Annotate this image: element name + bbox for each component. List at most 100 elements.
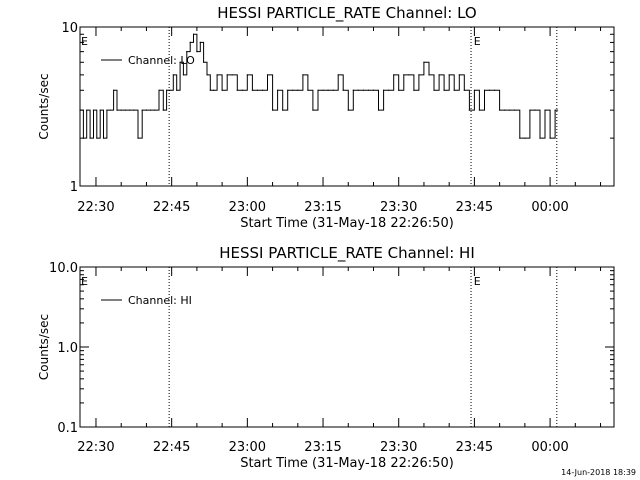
panel1-data-point bbox=[337, 74, 339, 76]
panel1-data-point bbox=[453, 89, 455, 91]
footer-timestamp: 14-Jun-2018 18:39 bbox=[561, 468, 636, 477]
panel1-x-tick-label: 23:00 bbox=[229, 200, 266, 215]
panel1-data-point bbox=[203, 61, 205, 63]
panel1-x-tick-label: 23:15 bbox=[304, 200, 341, 215]
panel2-x-axis-label: Start Time (31-May-18 22:26:50) bbox=[240, 456, 454, 471]
panel1-data-point bbox=[408, 74, 410, 76]
panel1-data-point bbox=[327, 89, 329, 91]
panel1-data-point bbox=[99, 109, 101, 111]
panel1-data-point bbox=[428, 74, 430, 76]
panel1-plot-frame bbox=[79, 26, 615, 187]
panel1-data-point bbox=[504, 109, 506, 111]
panel1-data-point bbox=[549, 137, 551, 139]
panel1-data-point bbox=[113, 89, 115, 91]
panel1-data-point bbox=[292, 89, 294, 91]
panel2-flag-label: E bbox=[81, 275, 88, 288]
panel1-data-point bbox=[393, 74, 395, 76]
panel2-y-tick-label: 10.0 bbox=[49, 261, 78, 276]
panel1-x-tick-label: 22:30 bbox=[77, 200, 114, 215]
panel1-y-axis-label: Counts/sec bbox=[37, 73, 51, 139]
panel1-data-point bbox=[554, 109, 556, 111]
panel1-data-point bbox=[372, 89, 375, 91]
panel1-data-point bbox=[106, 109, 108, 111]
panel1-data-point bbox=[182, 74, 185, 76]
panel1-data-point bbox=[297, 89, 299, 91]
panel1-data-point bbox=[209, 89, 211, 91]
panel1-legend-label: Channel: LO bbox=[128, 54, 195, 67]
panel1-data-point bbox=[96, 137, 98, 139]
panel1-data-point bbox=[342, 89, 344, 91]
panel2-x-tick-label: 23:15 bbox=[304, 440, 341, 455]
panel1-data-point bbox=[509, 109, 511, 111]
panel1-data-point bbox=[102, 137, 105, 139]
panel1-data-point bbox=[196, 51, 198, 53]
panel1-data-point bbox=[302, 74, 304, 76]
panel1-data-point bbox=[332, 89, 334, 91]
panel2-x-tick-label: 23:30 bbox=[380, 440, 417, 455]
panel1-data-point bbox=[458, 74, 460, 76]
panel2-x-tick-label: 22:45 bbox=[153, 440, 190, 455]
panel1-data-point bbox=[413, 89, 415, 91]
panel1-data-point bbox=[92, 109, 95, 111]
panel1-data-point bbox=[488, 89, 491, 91]
panel1-x-tick-label: 00:00 bbox=[531, 200, 568, 215]
panel1-data-point bbox=[162, 109, 164, 111]
panel1-data-point bbox=[266, 74, 269, 76]
panel1-data-point bbox=[89, 137, 91, 139]
panel1-flag-label: E bbox=[81, 35, 88, 48]
panel1-data-point bbox=[433, 89, 435, 91]
panel1-data-point bbox=[116, 109, 118, 111]
panel1-data-point bbox=[79, 109, 81, 111]
panel1-data-point bbox=[499, 109, 501, 111]
panel2-x-tick-label: 23:00 bbox=[229, 440, 266, 455]
panel1-data-point bbox=[362, 89, 364, 91]
panel1-data-point bbox=[221, 89, 223, 91]
panel1-data-point bbox=[120, 109, 122, 111]
panel1-data-point bbox=[199, 41, 201, 44]
panel2-y-tick-label: 0.1 bbox=[57, 421, 78, 436]
panel1-data-point bbox=[388, 89, 390, 91]
panel1-data-point bbox=[186, 51, 188, 53]
panel1-data-point bbox=[213, 89, 215, 91]
panel1-data-point bbox=[534, 109, 536, 111]
panel2-plot-frame bbox=[79, 266, 615, 428]
panel1-data-point bbox=[137, 137, 139, 139]
panel2-x-tick-label: 00:00 bbox=[531, 440, 568, 455]
panel1-data-point bbox=[82, 137, 84, 139]
panel1-data-point bbox=[206, 74, 208, 76]
panel1-data-point bbox=[277, 89, 279, 91]
panel1-data-point bbox=[241, 89, 243, 91]
panel2-y-axis-label: Counts/sec bbox=[37, 314, 51, 380]
panel1-data-point bbox=[519, 137, 521, 139]
panel1-data-point bbox=[398, 89, 400, 91]
panel1-series-line bbox=[80, 33, 559, 139]
panel1-y-tick-label: 10 bbox=[61, 21, 78, 36]
panel1-data-point bbox=[307, 89, 309, 91]
panel1-data-point bbox=[166, 89, 168, 91]
panel1-data-point bbox=[129, 109, 131, 111]
panel1-data-point bbox=[287, 89, 289, 91]
panel1-data-point bbox=[246, 74, 248, 76]
panel1-x-axis-label: Start Time (31-May-18 22:26:50) bbox=[240, 216, 454, 231]
panel2-y-tick-label: 1.0 bbox=[57, 341, 78, 356]
panel1-data-point bbox=[478, 109, 481, 111]
panel1-data-point bbox=[176, 89, 178, 91]
panel1-data-point bbox=[256, 89, 259, 91]
panel1-data-point bbox=[192, 33, 195, 35]
panel1-data-point bbox=[133, 109, 135, 111]
panel1-x-tick-label: 22:45 bbox=[153, 200, 190, 215]
panel1-data-point bbox=[514, 109, 516, 111]
panel1-data-point bbox=[231, 74, 233, 76]
panel1-data-point bbox=[271, 109, 274, 111]
panel1-x-tick-label: 23:45 bbox=[456, 200, 493, 215]
panel1-data-point bbox=[261, 89, 264, 91]
panel1-data-point bbox=[438, 74, 440, 76]
panel1-data-point bbox=[382, 89, 385, 91]
panel2-x-tick-label: 23:45 bbox=[456, 440, 493, 455]
panel2-x-tick-label: 22:30 bbox=[77, 440, 114, 455]
panel1-data-point bbox=[418, 74, 420, 76]
panel1-data-point bbox=[357, 89, 359, 91]
panel1-data-point bbox=[169, 89, 171, 91]
panel1-flag-label: E bbox=[474, 35, 481, 48]
